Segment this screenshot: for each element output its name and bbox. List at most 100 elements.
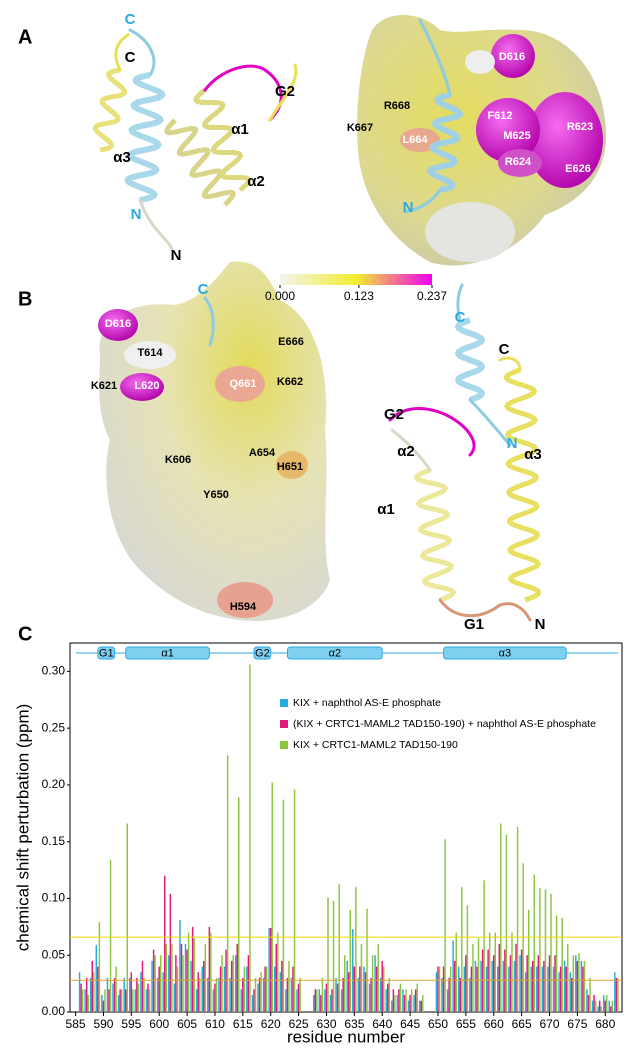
bar <box>226 755 229 1012</box>
bar <box>348 972 350 1012</box>
bar <box>85 977 88 1012</box>
bar <box>145 989 148 1012</box>
bar <box>418 1000 421 1012</box>
bar <box>383 966 385 1012</box>
ribbon-coil <box>388 406 476 457</box>
annotation-label: K621 <box>91 380 117 392</box>
bar <box>338 883 340 1012</box>
annotation-label: C <box>499 341 510 358</box>
annotation-label: R668 <box>384 100 410 112</box>
x-tick-label: 675 <box>567 1017 587 1031</box>
bar <box>405 989 407 1012</box>
bar <box>371 955 374 1012</box>
bar <box>509 955 512 1012</box>
bar <box>187 932 190 1012</box>
ribbon-coil <box>438 598 532 622</box>
surface-patch <box>276 451 308 479</box>
annotation-label: N <box>535 616 546 633</box>
bar <box>243 966 246 1012</box>
bar <box>349 909 352 1012</box>
bar <box>437 966 439 1012</box>
bar <box>572 955 575 1012</box>
annotation-label: D616 <box>499 51 525 63</box>
bar <box>232 955 234 1012</box>
bar <box>151 960 153 1012</box>
structure-art <box>98 15 607 621</box>
bar <box>487 949 489 1012</box>
bar <box>558 972 560 1012</box>
bar <box>113 977 116 1012</box>
bar <box>190 960 192 1012</box>
bar <box>89 977 92 1012</box>
bar <box>277 932 279 1012</box>
bar <box>101 994 103 1012</box>
bar <box>109 859 112 1012</box>
bar <box>449 966 452 1012</box>
colorbar <box>280 274 432 285</box>
bar <box>171 943 173 1012</box>
annotation-label: N <box>131 206 142 223</box>
bar <box>606 994 608 1012</box>
bar <box>240 989 242 1012</box>
bar <box>254 977 257 1012</box>
bar <box>230 960 233 1012</box>
bar <box>578 952 580 1012</box>
bar <box>455 932 457 1012</box>
annotation-label: C <box>455 309 466 326</box>
bar <box>140 972 142 1012</box>
annotation-label: G2 <box>384 406 404 423</box>
ribbon-helix <box>193 88 252 192</box>
bar <box>550 893 552 1012</box>
legend-swatch <box>280 720 288 728</box>
annotation-label: C <box>125 49 136 66</box>
bar <box>126 823 129 1012</box>
bar <box>580 960 583 1012</box>
bar <box>498 943 501 1012</box>
annotation-label: C <box>125 11 136 28</box>
bar <box>385 989 387 1012</box>
bar <box>614 972 616 1012</box>
ribbon-helix <box>164 118 236 207</box>
bar <box>422 994 424 1012</box>
annotation-label: C <box>198 281 209 298</box>
x-tick-label: 620 <box>261 1017 281 1031</box>
bar <box>275 943 278 1012</box>
ss-label: G1 <box>99 647 114 659</box>
annotation-label: α3 <box>524 446 542 463</box>
bar <box>476 966 478 1012</box>
x-tick-label: 605 <box>177 1017 197 1031</box>
y-tick-label: 0.25 <box>42 720 66 734</box>
ss-element <box>97 646 116 660</box>
bar <box>136 977 138 1012</box>
bar <box>453 960 456 1012</box>
bar <box>353 966 356 1012</box>
y-tick-label: 0.05 <box>42 947 66 961</box>
bar <box>410 989 413 1012</box>
surface-patch <box>120 373 164 401</box>
bar <box>392 989 395 1012</box>
annotation-label: G1 <box>464 616 484 633</box>
bar <box>218 977 220 1012</box>
bar <box>508 966 510 1012</box>
ribbon-coil <box>468 398 512 447</box>
y-tick-label: 0.10 <box>42 891 66 905</box>
bar <box>491 960 493 1012</box>
bar <box>143 977 145 1012</box>
bar <box>148 989 151 1012</box>
x-tick-label: 650 <box>428 1017 448 1031</box>
bar <box>236 943 238 1012</box>
bar <box>191 926 194 1012</box>
bar <box>281 960 283 1012</box>
colorbar-tick-label: 0.237 <box>417 289 447 303</box>
bar <box>485 966 488 1012</box>
surface-patch <box>527 92 603 188</box>
bar <box>327 897 329 1012</box>
annotation-label: N <box>171 247 182 264</box>
bar <box>147 983 149 1012</box>
bar <box>331 989 333 1012</box>
bar <box>597 1006 599 1012</box>
ribbon-coil <box>390 428 432 472</box>
bar <box>516 826 519 1012</box>
bar <box>292 966 294 1012</box>
bar <box>93 972 95 1012</box>
